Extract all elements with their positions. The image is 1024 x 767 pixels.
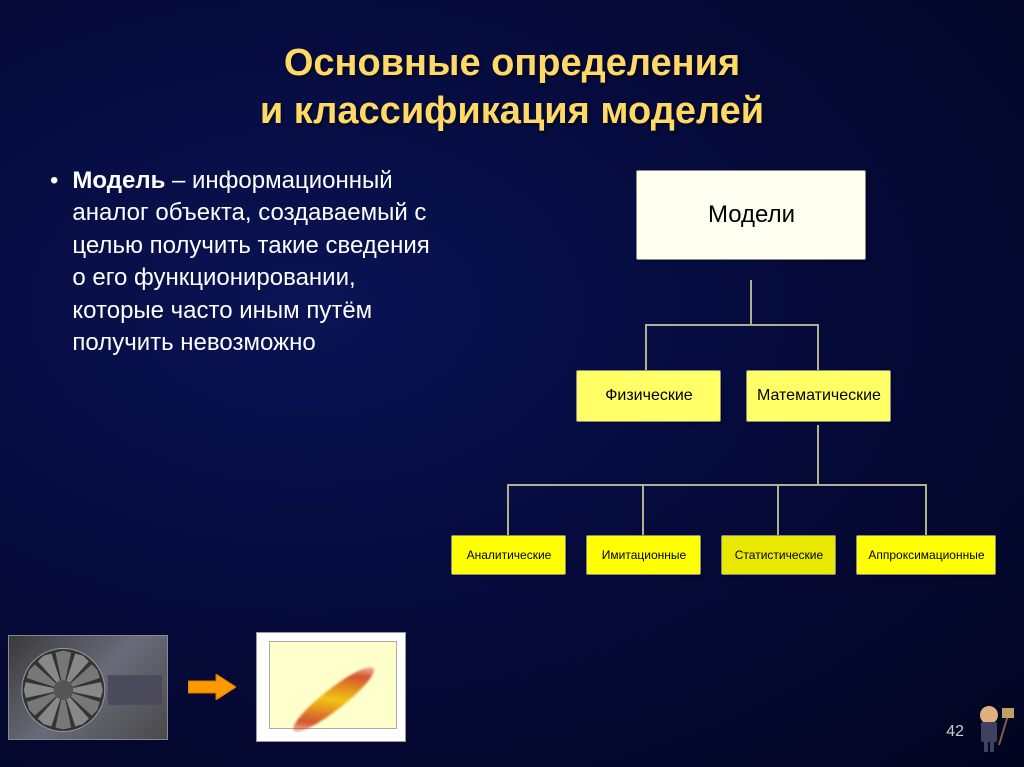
- hierarchy-diagram: Модели Физические Математические Аналити…: [446, 165, 994, 625]
- definition-dash: –: [165, 167, 192, 194]
- tree-node-root: Модели: [636, 170, 866, 260]
- tree-node-simulation: Имитационные: [586, 535, 701, 575]
- tree-l3-2-label: Статистические: [735, 548, 823, 562]
- tree-l3-1-label: Имитационные: [602, 548, 686, 562]
- page-number: 42: [946, 723, 964, 741]
- definition-text: Модель – информационный аналог объекта, …: [72, 165, 446, 359]
- tree-l3-0-label: Аналитические: [467, 548, 552, 562]
- tree-node-physical: Физические: [576, 370, 721, 422]
- tree-l3-3-label: Аппроксимационные: [868, 548, 984, 562]
- tree-l2-1-label: Математические: [757, 387, 881, 404]
- title-line-2: и классификация моделей: [0, 88, 1024, 136]
- slide-title: Основные определения и классификация мод…: [0, 0, 1024, 135]
- title-line-1: Основные определения: [0, 40, 1024, 88]
- tree-l2-0-label: Физические: [605, 387, 692, 404]
- tree-node-approximation: Аппроксимационные: [856, 535, 996, 575]
- content-area: • Модель – информационный аналог объекта…: [0, 135, 1024, 625]
- tree-node-mathematical: Математические: [746, 370, 891, 422]
- arrow-icon: [188, 674, 236, 700]
- bullet-icon: •: [50, 165, 58, 359]
- mascot-icon: [964, 700, 1014, 755]
- tree-node-analytical: Аналитические: [451, 535, 566, 575]
- definition-body: информационный аналог объекта, создаваем…: [72, 167, 429, 356]
- chart-image: [256, 632, 406, 742]
- tree-root-label: Модели: [708, 201, 795, 228]
- turbine-image: [8, 635, 168, 740]
- definition-block: • Модель – информационный аналог объекта…: [50, 165, 446, 625]
- tree-node-statistical: Статистические: [721, 535, 836, 575]
- definition-term: Модель: [72, 167, 165, 194]
- bottom-image-row: [8, 632, 406, 742]
